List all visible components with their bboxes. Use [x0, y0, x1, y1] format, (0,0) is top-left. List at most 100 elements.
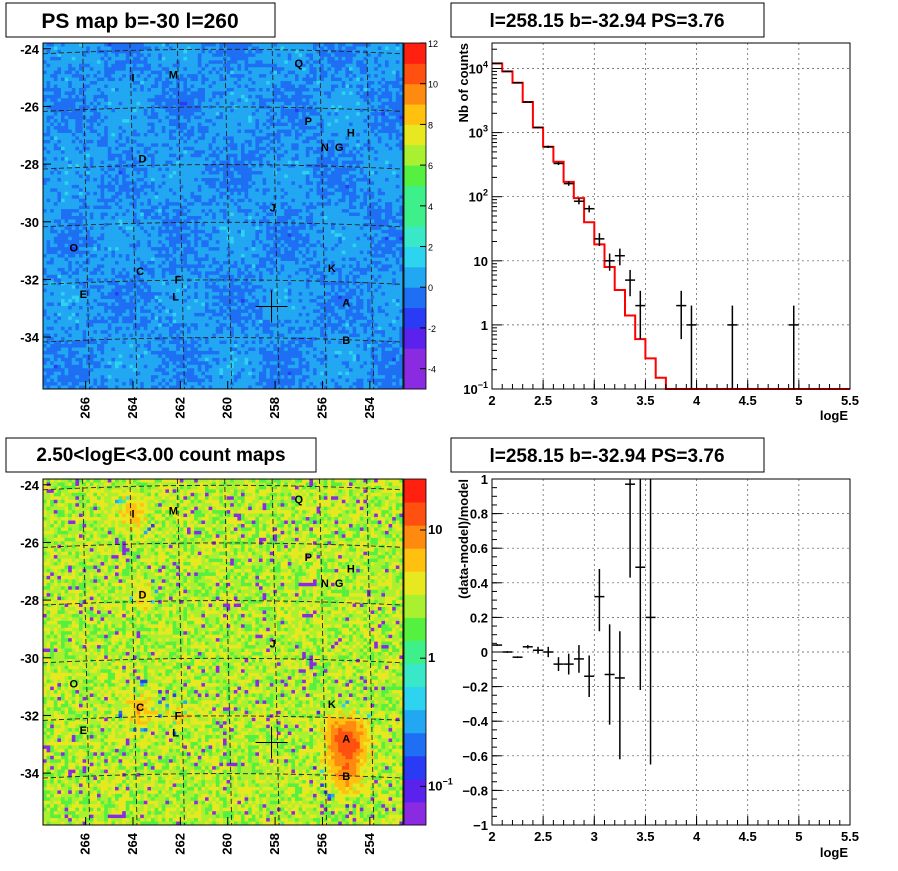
map-cell — [133, 115, 137, 120]
map-cell — [201, 205, 206, 210]
map-cell — [115, 382, 119, 386]
map-cell — [158, 160, 163, 165]
map-cell — [107, 202, 112, 207]
map-cell — [97, 91, 101, 96]
map-cell — [183, 264, 188, 269]
map-cell — [154, 271, 159, 276]
map-cell — [75, 378, 80, 383]
map-cell — [89, 74, 94, 78]
map-cell — [64, 309, 69, 314]
map-cell — [136, 160, 141, 165]
map-cell — [161, 146, 166, 151]
map-cell — [61, 347, 65, 352]
map-cell — [125, 60, 130, 65]
map-cell — [111, 333, 116, 338]
map-cell — [43, 177, 47, 182]
map-cell — [50, 53, 55, 58]
map-cell — [122, 288, 127, 293]
map-cell — [140, 101, 145, 106]
map-cell — [129, 344, 134, 348]
map-cell — [147, 212, 152, 217]
map-cell — [89, 91, 94, 96]
map-cell — [205, 119, 209, 123]
map-cell — [46, 94, 51, 99]
map-cell — [71, 67, 76, 72]
map-cell — [151, 98, 155, 103]
map-cell — [97, 350, 101, 355]
map-cell — [147, 177, 152, 182]
map-cell — [100, 188, 105, 193]
map-cell — [147, 295, 152, 300]
map-cell — [129, 188, 134, 193]
map-cell — [136, 281, 141, 286]
map-cell — [82, 281, 87, 286]
map-cell — [97, 43, 101, 47]
map-cell — [208, 236, 213, 241]
map-cell — [133, 150, 137, 155]
map-cell — [165, 219, 170, 224]
map-cell — [125, 49, 130, 54]
map-cell — [61, 240, 65, 245]
map-cell — [197, 330, 202, 335]
map-cell — [79, 292, 83, 296]
map-cell — [179, 247, 184, 251]
map-cell — [57, 53, 62, 58]
map-cell — [215, 288, 220, 293]
map-cell — [147, 243, 152, 248]
map-cell — [122, 333, 127, 338]
map-cell — [179, 49, 184, 54]
map-cell — [86, 357, 91, 362]
map-cell — [104, 312, 109, 317]
map-cell — [136, 361, 141, 366]
map-cell — [68, 101, 73, 106]
map-cell — [147, 299, 152, 303]
map-cell — [140, 344, 145, 348]
map-cell — [161, 281, 166, 286]
map-cell — [53, 330, 58, 335]
map-cell — [194, 94, 199, 99]
map-cell — [151, 247, 155, 251]
map-cell — [111, 371, 116, 376]
map-cell — [125, 257, 130, 262]
map-cell — [107, 240, 112, 245]
map-cell — [183, 143, 188, 148]
map-cell — [122, 278, 127, 283]
map-cell — [46, 115, 51, 120]
map-cell — [111, 198, 116, 203]
map-cell — [205, 132, 209, 137]
map-cell — [154, 153, 159, 158]
map-cell — [86, 233, 91, 238]
map-cell — [64, 205, 69, 210]
map-cell — [176, 285, 181, 290]
map-cell — [212, 129, 217, 134]
map-cell — [97, 271, 101, 276]
map-cell — [125, 195, 130, 200]
map-cell — [154, 98, 159, 103]
map-cell — [176, 150, 181, 155]
map-cell — [212, 323, 217, 328]
map-cell — [104, 337, 109, 341]
map-cell — [172, 226, 177, 231]
map-cell — [147, 326, 152, 331]
map-cell — [201, 375, 206, 380]
map-cell — [176, 243, 181, 248]
map-cell — [107, 274, 112, 279]
map-cell — [122, 84, 127, 89]
map-cell — [129, 167, 134, 172]
map-cell — [190, 357, 195, 362]
map-cell — [89, 198, 94, 203]
map-cell — [82, 267, 87, 272]
map-cell — [219, 361, 224, 366]
map-cell — [147, 87, 152, 92]
map-cell — [190, 122, 195, 127]
map-cell — [64, 63, 69, 68]
map-cell — [212, 56, 217, 61]
map-cell — [205, 112, 209, 117]
map-cell — [100, 98, 105, 103]
map-cell — [100, 236, 105, 241]
map-cell — [197, 267, 202, 272]
map-cell — [219, 312, 224, 317]
map-cell — [118, 257, 123, 262]
map-cell — [118, 63, 123, 68]
